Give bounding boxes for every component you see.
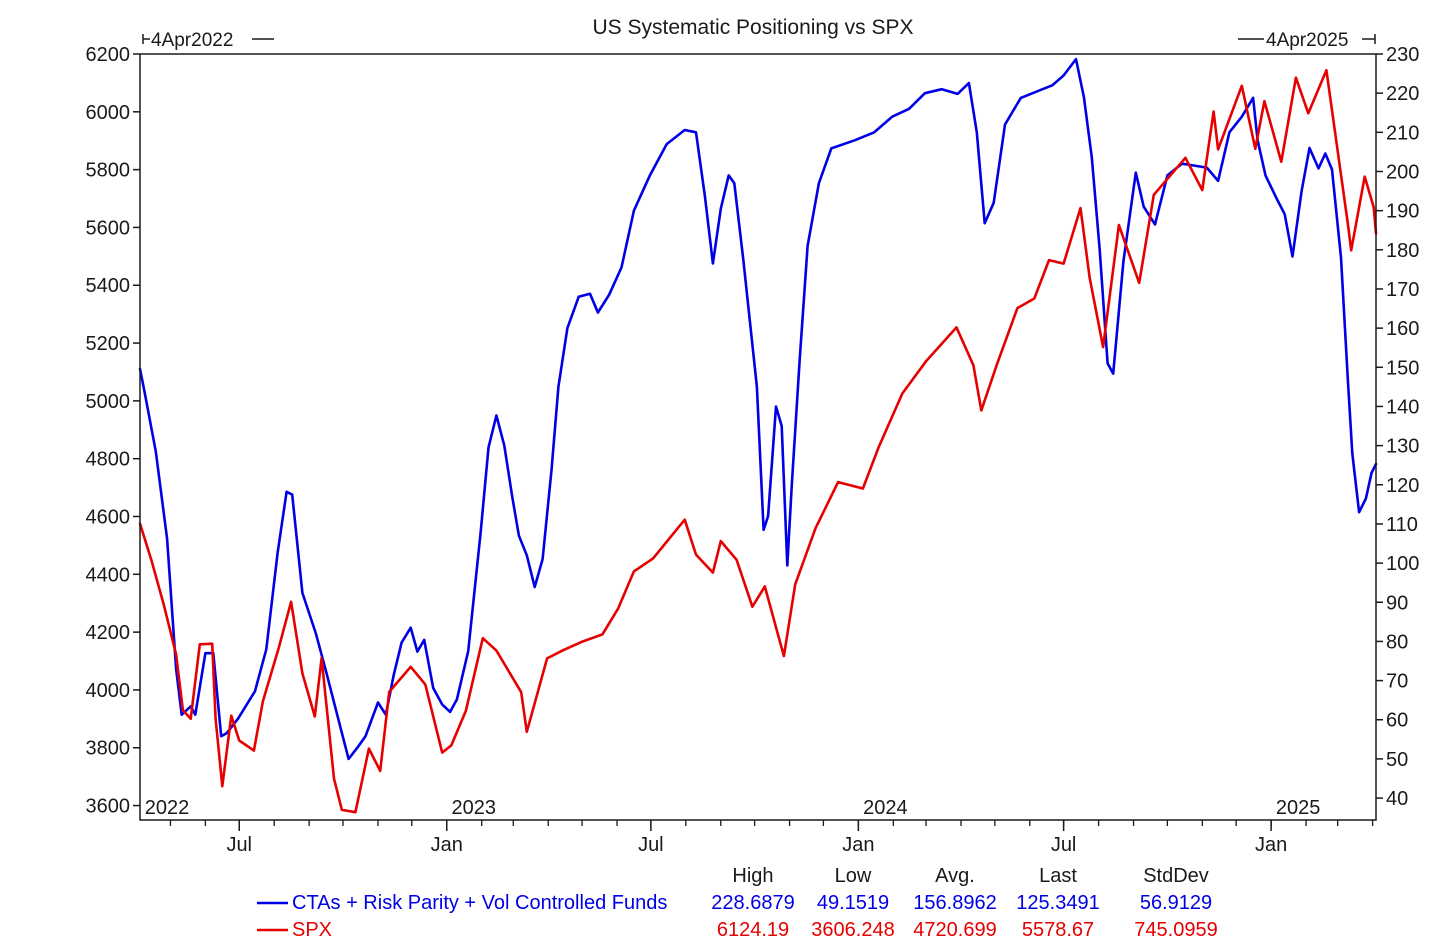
- x-year-label: 2023: [451, 797, 496, 819]
- x-month-label: Jul: [1051, 834, 1077, 856]
- right-tick-label: 50: [1386, 749, 1408, 771]
- x-year-label: 2025: [1276, 797, 1321, 819]
- right-tick-label: 110: [1386, 514, 1418, 536]
- right-tick-label: 170: [1386, 279, 1419, 301]
- legend-value: 228.6879: [711, 892, 794, 914]
- x-month-label: Jul: [638, 834, 664, 856]
- series-line-1: [138, 68, 1378, 814]
- left-tick-label: 4600: [86, 506, 131, 528]
- legend-value: 5578.67: [1022, 919, 1094, 941]
- left-tick-label: 3600: [86, 796, 131, 818]
- legend-column-header: Low: [835, 865, 872, 887]
- left-tick-label: 5200: [86, 333, 131, 355]
- legend-value: 156.8962: [913, 892, 996, 914]
- x-month-label: Jan: [842, 834, 874, 856]
- end-date-marker: 4Apr2025: [1238, 30, 1376, 51]
- legend-column-header: StdDev: [1143, 865, 1209, 887]
- left-tick-label: 5600: [86, 217, 131, 239]
- legend-value: 125.3491: [1016, 892, 1099, 914]
- left-tick-label: 6200: [86, 44, 131, 66]
- x-year-label: 2022: [145, 797, 190, 819]
- series-line-0: [138, 57, 1378, 761]
- right-tick-label: 220: [1386, 83, 1419, 105]
- x-month-label: Jul: [226, 834, 252, 856]
- legend: High Low Avg. Last StdDev CTAs + Risk Parity …: [257, 865, 1218, 941]
- legend-value: 745.0959: [1134, 919, 1217, 941]
- right-tick-label: 100: [1386, 553, 1419, 575]
- start-date-marker: 4Apr2022: [142, 30, 274, 51]
- left-tick-label: 5400: [86, 275, 131, 297]
- right-tick-label: 90: [1386, 592, 1408, 614]
- legend-value: 3606.248: [811, 919, 894, 941]
- end-date-label: 4Apr2025: [1266, 30, 1348, 51]
- left-tick-label: 5000: [86, 391, 131, 413]
- right-tick-label: 160: [1386, 318, 1419, 340]
- x-year-label: 2024: [863, 797, 908, 819]
- right-tick-label: 60: [1386, 710, 1408, 732]
- start-date-label: 4Apr2022: [151, 30, 233, 51]
- right-tick-label: 140: [1386, 396, 1419, 418]
- right-tick-label: 130: [1386, 436, 1419, 458]
- legend-series-name: SPX: [292, 919, 332, 941]
- right-tick-label: 150: [1386, 357, 1419, 379]
- right-tick-label: 70: [1386, 671, 1408, 693]
- right-axis: 40 50 60 70 80 90 100 110 120 130 140 150 160 170 180 1…: [1376, 44, 1419, 810]
- left-tick-label: 5800: [86, 160, 131, 182]
- right-tick-label: 210: [1386, 122, 1419, 144]
- plot-frame: [139, 53, 1377, 821]
- legend-value: 56.9129: [1140, 892, 1212, 914]
- x-month-label: Jan: [431, 834, 463, 856]
- plot-series: [138, 57, 1378, 814]
- legend-value: 4720.699: [913, 919, 996, 941]
- legend-series-name: CTAs + Risk Parity + Vol Controlled Fund…: [292, 892, 667, 914]
- right-tick-label: 190: [1386, 201, 1419, 223]
- left-tick-label: 4200: [86, 622, 131, 644]
- right-tick-label: 180: [1386, 240, 1419, 262]
- right-tick-label: 80: [1386, 631, 1408, 653]
- left-tick-label: 4400: [86, 564, 131, 586]
- legend-column-header: Avg.: [935, 865, 975, 887]
- left-tick-label: 3800: [86, 738, 131, 760]
- left-tick-label: 4800: [86, 449, 131, 471]
- chart-title: US Systematic Positioning vs SPX: [593, 16, 914, 39]
- x-month-label: Jan: [1255, 834, 1287, 856]
- x-axis: Jul Jan Jul Jan Jul Jan 2022 2023 2024 2025: [145, 797, 1374, 856]
- right-tick-label: 230: [1386, 44, 1419, 66]
- left-axis: 3600 3800 4000 4200 4400 4600 4800 5000 5200 5400…: [86, 44, 140, 818]
- right-tick-label: 200: [1386, 161, 1419, 183]
- left-tick-label: 4000: [86, 680, 131, 702]
- right-tick-label: 40: [1386, 788, 1408, 810]
- left-tick-label: 6000: [86, 102, 131, 124]
- legend-value: 49.1519: [817, 892, 889, 914]
- legend-column-header: High: [732, 865, 773, 887]
- right-tick-label: 120: [1386, 475, 1419, 497]
- legend-column-header: Last: [1039, 865, 1077, 887]
- legend-value: 6124.19: [717, 919, 789, 941]
